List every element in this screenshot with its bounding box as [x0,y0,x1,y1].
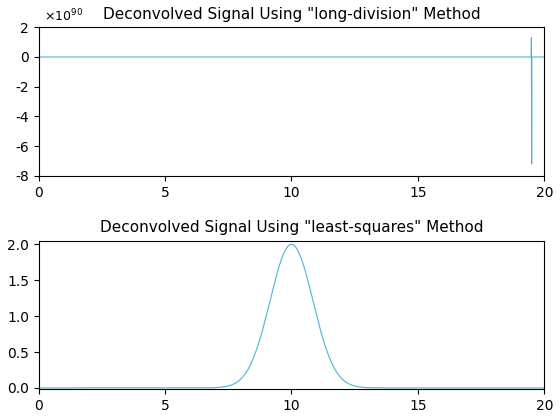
Title: Deconvolved Signal Using "long-division" Method: Deconvolved Signal Using "long-division"… [102,7,480,22]
Title: Deconvolved Signal Using "least-squares" Method: Deconvolved Signal Using "least-squares"… [100,220,483,236]
Text: $\times10^{90}$: $\times10^{90}$ [44,8,83,24]
